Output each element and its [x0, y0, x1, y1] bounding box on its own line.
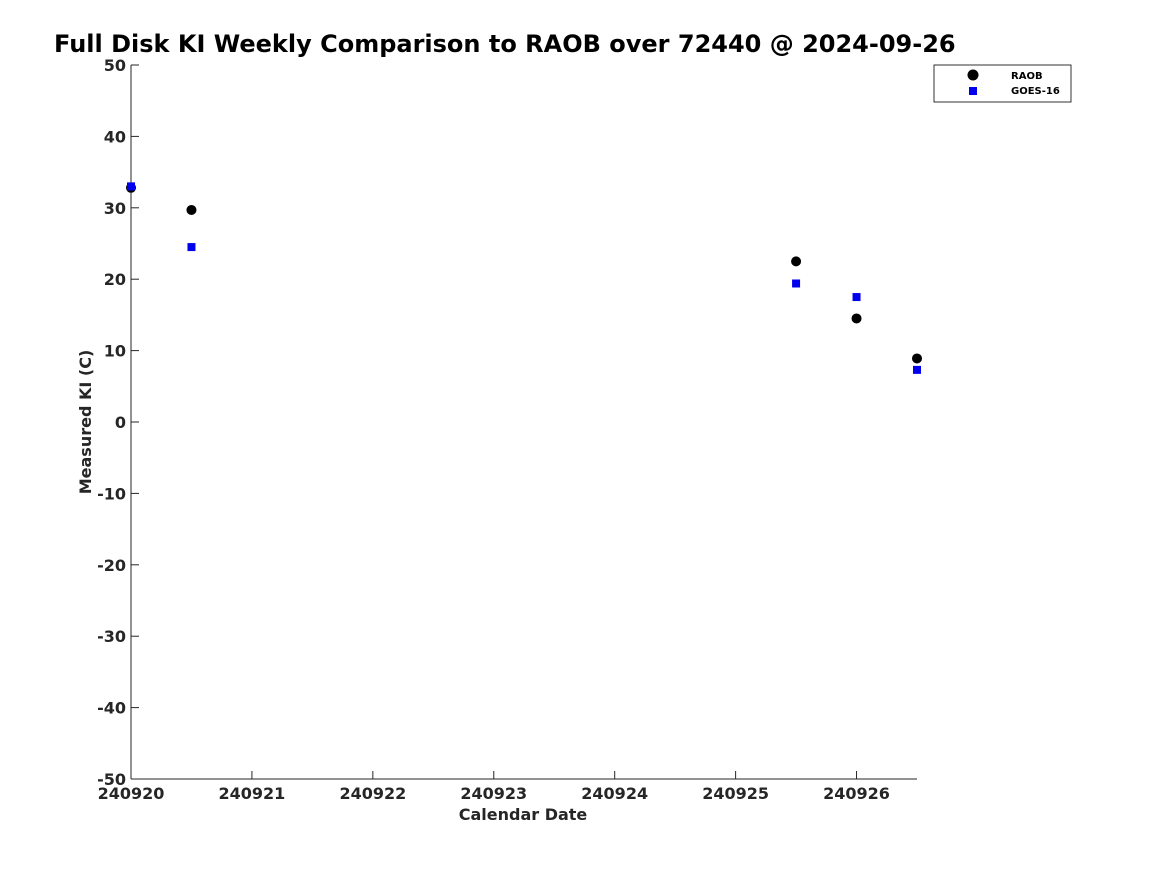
data-point-goes16 [792, 279, 801, 288]
y-tick-label: -50 [97, 770, 126, 789]
y-tick-label: -30 [97, 627, 126, 646]
y-tick-label: 30 [104, 199, 126, 218]
x-tick-label: 240923 [460, 784, 527, 803]
data-point-goes16 [187, 243, 196, 252]
x-tick-label: 240926 [823, 784, 890, 803]
data-point-raob [912, 353, 922, 364]
y-tick-label: -40 [97, 699, 126, 718]
y-tick-label: 20 [104, 270, 126, 289]
data-markers [126, 182, 922, 374]
y-tick-label: 10 [104, 342, 126, 361]
y-tick-label: -10 [97, 484, 126, 503]
y-tick-label: 40 [104, 127, 126, 146]
legend: RAOB GOES-16 [933, 64, 1072, 103]
y-tick-label: 0 [115, 413, 126, 432]
legend-label-raob: RAOB [1011, 71, 1043, 82]
legend-box [933, 64, 1072, 103]
data-point-goes16 [913, 365, 921, 374]
y-axis-label: Measured KI (C) [76, 350, 95, 495]
x-tick-label: 240924 [581, 784, 648, 803]
y-ticks: 50 40 30 20 10 0 -10 -20 -30 -40 -50 [97, 56, 139, 789]
axes [130, 65, 917, 780]
y-tick-label: 50 [104, 56, 126, 75]
chart-title: Full Disk KI Weekly Comparison to RAOB o… [54, 30, 956, 58]
data-point-raob [851, 313, 862, 324]
x-tick-label: 240925 [702, 784, 769, 803]
data-point-goes16 [852, 293, 861, 302]
data-point-goes16 [127, 182, 135, 191]
y-tick-label: -20 [97, 556, 126, 575]
legend-marker-goes16 [969, 87, 977, 95]
legend-label-goes16: GOES-16 [1011, 86, 1060, 97]
data-point-raob [791, 256, 802, 267]
x-axis-label: Calendar Date [459, 805, 588, 824]
x-tick-label: 240920 [98, 784, 165, 803]
data-point-raob [186, 204, 197, 215]
x-ticks: 240920 240921 240922 240923 240924 240925 2409… [98, 771, 890, 803]
legend-marker-raob [967, 69, 979, 81]
x-tick-label: 240922 [339, 784, 406, 803]
x-tick-label: 240921 [219, 784, 286, 803]
